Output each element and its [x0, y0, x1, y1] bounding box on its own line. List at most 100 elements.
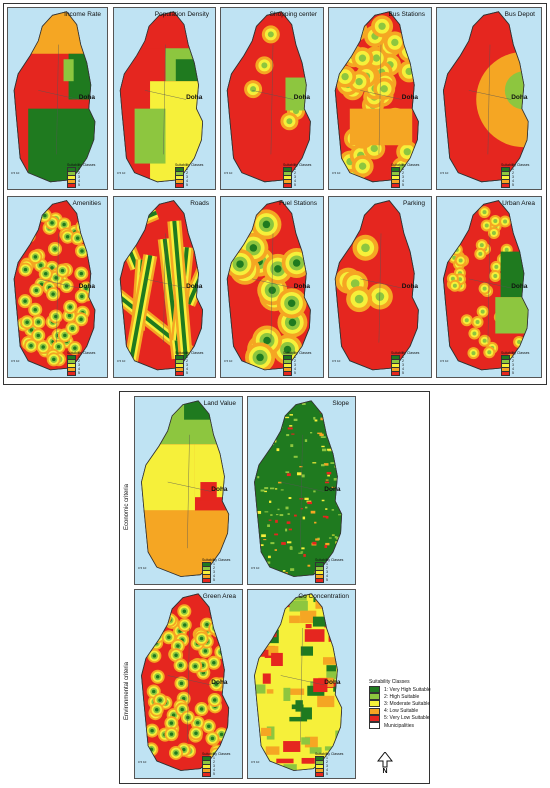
mini-legend-swatch — [315, 577, 324, 583]
scale-bar: 0 5 10 — [138, 760, 147, 764]
map-graphic — [254, 400, 343, 577]
city-label: Doha — [293, 94, 311, 101]
mini-legend-label: 5 — [402, 371, 404, 375]
city-label: Doha — [511, 94, 528, 101]
city-label: Doha — [511, 282, 528, 290]
legend-item: 2: High Suitable — [369, 693, 469, 701]
scale-bar: 0 5 10 — [117, 359, 126, 363]
legend-item-label: 1: Very High Suitable — [384, 686, 431, 693]
mini-legend-title: Suitability Classes — [283, 351, 312, 355]
mini-legend-label: 2 — [294, 359, 296, 363]
mini-legend: Suitability Classes 1 2 3 4 5 — [391, 163, 429, 188]
mini-legend-row: 5 — [391, 370, 429, 376]
map-panel: Fuel Stations Doha 0 5 10 Suitability Class… — [220, 196, 324, 378]
side-label-economic: Economic criteria — [124, 483, 130, 530]
mini-legend-title: Suitability Classes — [67, 163, 96, 167]
mini-legend-title: Suitability Classes — [501, 351, 530, 355]
mini-legend-label: 5 — [213, 578, 215, 582]
mini-legend-label: 1 — [78, 167, 80, 171]
map-graphic — [334, 11, 419, 183]
mini-legend-label: 1 — [402, 167, 404, 171]
city-label: Doha — [324, 485, 341, 493]
map-panel: Income Rate Doha 0 5 10 Suitability Classes… — [7, 7, 108, 190]
mini-legend-row: 5 — [175, 370, 213, 376]
city-label: Doha — [401, 282, 419, 290]
mini-legend-swatch — [67, 182, 76, 188]
mini-legend-swatch — [391, 370, 400, 376]
north-arrow-icon: N — [377, 752, 393, 774]
mini-legend-label: 5 — [186, 371, 188, 375]
scale-bar: 0 5 10 — [11, 359, 20, 363]
scale-bar: 0 5 10 — [440, 359, 449, 363]
mini-legend-row: 5 — [175, 182, 213, 188]
city-label: Doha — [186, 94, 203, 101]
scale-bar: 0 5 10 — [11, 171, 20, 175]
mini-legend: Suitability Classes 1 2 3 4 5 — [501, 351, 539, 376]
mini-legend-row: 5 — [391, 182, 429, 188]
city-label: Doha — [78, 282, 95, 290]
mini-legend-label: 2 — [78, 359, 80, 363]
mini-legend-label: 5 — [326, 772, 328, 776]
mini-legend-label: 5 — [512, 183, 514, 187]
mini-legend-label: 2 — [213, 566, 215, 570]
mini-legend-swatch — [67, 370, 76, 376]
city-label: Doha — [293, 282, 311, 290]
scale-bar: 0 5 10 — [224, 359, 233, 363]
mini-legend-label: 4 — [186, 179, 188, 183]
map-panel: Bus Depot Doha 0 5 10 Suitability Classes 1 2… — [436, 7, 542, 190]
mini-legend-label: 1 — [186, 167, 188, 171]
city-label: Doha — [211, 485, 228, 493]
panel-title: Amenities — [72, 200, 101, 207]
mini-legend: Suitability Classes 1 2 3 4 5 — [202, 752, 240, 777]
mini-legend-label: 5 — [213, 772, 215, 776]
mini-legend-label: 3 — [294, 175, 296, 179]
scale-bar: 0 5 10 — [440, 171, 449, 175]
mini-legend-swatch — [283, 370, 292, 376]
map-panel: Co Concentration Doha 0 5 10 Suitability Cl… — [247, 589, 356, 779]
mini-legend-label: 4 — [294, 179, 296, 183]
mini-legend-label: 3 — [326, 764, 328, 768]
mini-legend-label: 3 — [512, 175, 514, 179]
legend-item-label: 2: High Suitable — [384, 693, 420, 700]
mini-legend-label: 3 — [326, 570, 328, 574]
panel-title: Bus Depot — [504, 11, 535, 18]
mini-legend-label: 4 — [186, 367, 188, 371]
panel-title: Green Area — [202, 593, 236, 600]
mini-legend-swatch — [283, 182, 292, 188]
legend-swatch — [369, 707, 380, 715]
panel-title: Urban Area — [502, 200, 535, 207]
mini-legend: Suitability Classes 1 2 3 4 5 — [283, 163, 321, 188]
scale-bar: 0 5 10 — [251, 760, 260, 764]
map-panel: Green Area Doha 0 5 10 Suitability Classes 1… — [134, 589, 243, 779]
legend-swatch — [369, 714, 380, 722]
mini-legend-label: 5 — [78, 183, 80, 187]
city-label: Doha — [186, 282, 203, 290]
mini-legend-swatch — [315, 771, 324, 777]
mini-legend-label: 4 — [213, 574, 215, 578]
panel-title: Fuel Stations — [279, 200, 317, 207]
scale-bar: 0 5 10 — [332, 359, 341, 363]
mini-legend-row: 5 — [283, 370, 321, 376]
mini-legend-title: Suitability Classes — [315, 558, 344, 562]
mini-legend-label: 1 — [186, 355, 188, 359]
panel-title: Co Concentration — [298, 593, 349, 600]
mini-legend-label: 5 — [326, 578, 328, 582]
mini-legend-title: Suitability Classes — [501, 163, 530, 167]
side-label-environmental: Environmental criteria — [124, 661, 130, 720]
mini-legend-label: 4 — [78, 179, 80, 183]
mini-legend-swatch — [391, 182, 400, 188]
scale-bar: 0 5 10 — [117, 171, 126, 175]
mini-legend-label: 2 — [326, 760, 328, 764]
panel-title: Income Rate — [64, 11, 101, 18]
mini-legend-label: 1 — [512, 167, 514, 171]
legend-swatch — [369, 686, 380, 694]
scale-bar: 0 5 10 — [138, 566, 147, 570]
map-panel: Slope Doha 0 5 10 Suitability Classes 1 2 3 4 5 — [247, 396, 356, 585]
mini-legend-label: 4 — [402, 367, 404, 371]
mini-legend-label: 4 — [402, 179, 404, 183]
mini-legend-row: 5 — [315, 771, 353, 777]
mini-legend: Suitability Classes 1 2 3 4 5 — [67, 163, 105, 188]
mini-legend-label: 2 — [402, 359, 404, 363]
mini-legend-label: 2 — [186, 171, 188, 175]
mini-legend: Suitability Classes 1 2 3 4 5 — [283, 351, 321, 376]
